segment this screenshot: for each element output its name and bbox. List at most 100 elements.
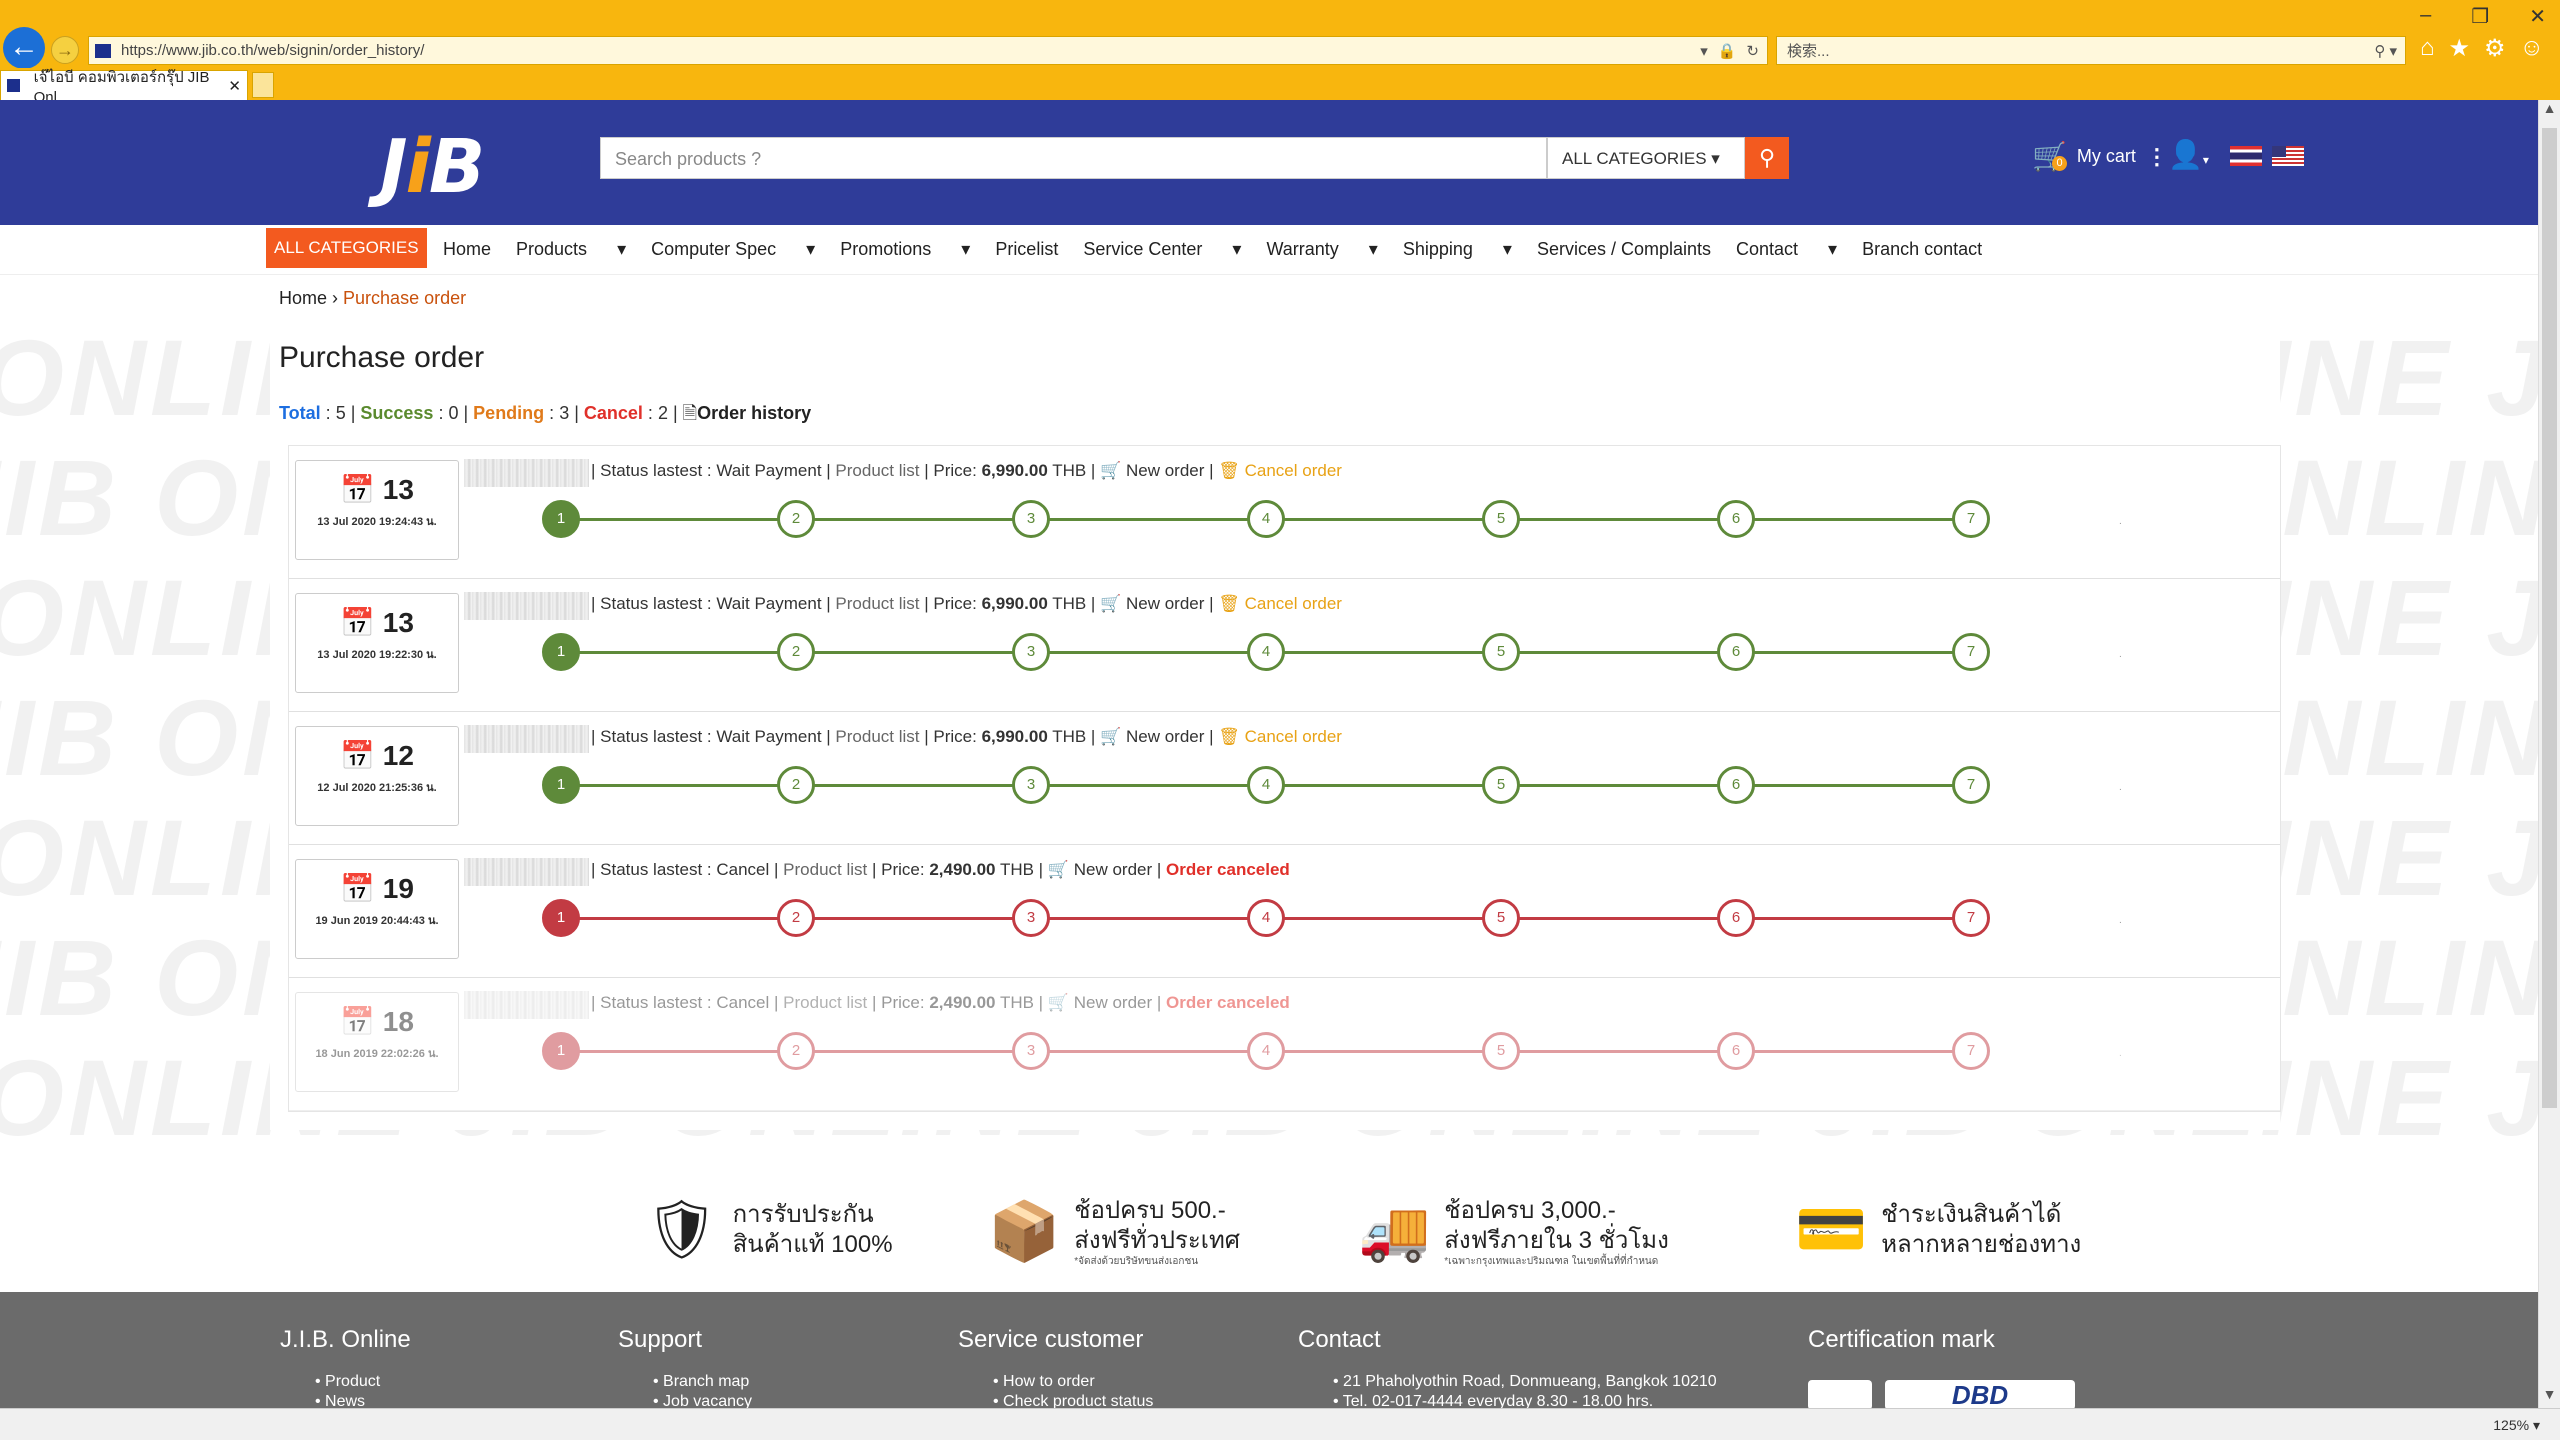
progress-step: 6: [1717, 766, 1755, 804]
cart-link[interactable]: 🛒 0 My cart ⋮: [2032, 140, 2168, 173]
progress-step: 7: [1952, 899, 1990, 937]
product-list-link[interactable]: Product list: [835, 461, 920, 480]
order-price: 6,990.00: [981, 594, 1048, 613]
scroll-down-icon[interactable]: ▼: [2542, 1386, 2557, 1402]
new-order-button[interactable]: 🛒 New order: [1047, 860, 1153, 879]
nav-contact[interactable]: Contact ▾: [1736, 239, 1838, 259]
restore-icon[interactable]: ❐: [2471, 6, 2490, 28]
back-button[interactable]: ←: [3, 27, 45, 69]
product-list-link[interactable]: Product list: [783, 993, 868, 1012]
browser-tab[interactable]: เจ๊ไอบี คอมพิวเตอร์กรุ๊ป JIB Onl... ✕: [0, 69, 248, 106]
order-date: 📅 13 13 Jul 2020 19:24:43 น.: [295, 460, 459, 560]
breadcrumb-home[interactable]: Home: [279, 288, 328, 308]
cart-icon: 🛒: [1100, 594, 1122, 613]
product-list-link[interactable]: Product list: [835, 727, 920, 746]
order-history-link[interactable]: Order history: [697, 403, 812, 423]
search-input[interactable]: Search products ?: [600, 137, 1547, 179]
footer-col-jib: J.I.B. Online ProductNews: [280, 1326, 411, 1412]
new-order-button[interactable]: 🛒 New order: [1100, 461, 1205, 480]
progress-step: 7: [1952, 766, 1990, 804]
browser-search[interactable]: 検索... ⚲ ▾: [1776, 36, 2406, 65]
order-row: 📅 13 13 Jul 2020 19:24:43 น. | Status la…: [289, 446, 2280, 579]
window-controls: – ❐ ✕: [2420, 4, 2546, 29]
order-datetime: 12 Jul 2020 21:25:36 น.: [317, 782, 437, 794]
nav-computer-spec[interactable]: Computer Spec ▾: [651, 239, 816, 259]
page-scrollbar[interactable]: ▲ ▼: [2538, 100, 2560, 1408]
box-icon: 📦: [988, 1199, 1061, 1264]
order-status: Status lastest : Cancel: [600, 860, 770, 879]
footer-link[interactable]: Check product status: [993, 1392, 1153, 1412]
nav-promotions[interactable]: Promotions ▾: [840, 239, 971, 259]
trash-icon: 🗑: [1218, 727, 1240, 746]
footer-link[interactable]: Branch map: [653, 1372, 752, 1392]
order-progress: 1 2 3 4 5 6 7: [542, 633, 1990, 671]
new-order-button[interactable]: 🛒 New order: [1047, 993, 1153, 1012]
cert-badge[interactable]: [1808, 1380, 1872, 1410]
search-icon[interactable]: ⚲ ▾: [2374, 42, 2397, 60]
footer-link[interactable]: News: [315, 1392, 411, 1412]
forward-button[interactable]: →: [51, 36, 79, 64]
order-date: 📅 19 19 Jun 2019 20:44:43 น.: [295, 859, 459, 959]
minimize-icon[interactable]: –: [2420, 4, 2432, 26]
order-day: 18: [382, 1006, 414, 1037]
all-categories-button[interactable]: ALL CATEGORIES: [266, 228, 427, 268]
thai-flag-icon[interactable]: [2230, 146, 2262, 166]
close-icon[interactable]: ✕: [2529, 6, 2546, 28]
order-number-redacted: [464, 725, 589, 753]
address-bar[interactable]: https://www.jib.co.th/web/signin/order_h…: [88, 36, 1768, 65]
calendar-icon: 📅: [340, 873, 375, 904]
order-price: 6,990.00: [981, 461, 1048, 480]
order-date: 📅 12 12 Jul 2020 21:25:36 น.: [295, 726, 459, 826]
product-list-link[interactable]: Product list: [783, 860, 868, 879]
order-progress: 1 2 3 4 5 6 7: [542, 766, 1990, 804]
progress-step: 1: [542, 899, 580, 937]
footer-link[interactable]: How to order: [993, 1372, 1153, 1392]
progress-step: 5: [1482, 1032, 1520, 1070]
cancel-order-button[interactable]: 🗑 Cancel order: [1218, 594, 1342, 613]
category-select[interactable]: ALL CATEGORIES ▾: [1547, 137, 1745, 179]
nav-service-center[interactable]: Service Center ▾: [1083, 239, 1242, 259]
order-date: 📅 18 18 Jun 2019 22:02:26 น.: [295, 992, 459, 1092]
footer-link[interactable]: Job vacancy: [653, 1392, 752, 1412]
tab-favicon: [7, 79, 20, 92]
tab-close-icon[interactable]: ✕: [228, 77, 241, 95]
cancel-order-button[interactable]: 🗑 Cancel order: [1218, 727, 1342, 746]
scroll-up-icon[interactable]: ▲: [2542, 100, 2557, 116]
progress-step: 7: [1952, 633, 1990, 671]
nav-shipping[interactable]: Shipping ▾: [1402, 239, 1512, 259]
home-icon[interactable]: ⌂: [2420, 34, 2435, 61]
refresh-icon[interactable]: ↻: [1746, 42, 1759, 60]
nav-warranty[interactable]: Warranty ▾: [1266, 239, 1378, 259]
nav-products[interactable]: Products ▾: [516, 239, 627, 259]
star-icon[interactable]: ★: [2448, 35, 2471, 62]
kebab-menu-icon[interactable]: ⋮: [2145, 143, 2168, 169]
scroll-thumb[interactable]: [2542, 128, 2557, 1108]
nav-services-complaints[interactable]: Services / Complaints: [1536, 239, 1711, 259]
zoom-level[interactable]: 125% ▾: [2493, 1417, 2540, 1433]
progress-step: 1: [542, 500, 580, 538]
nav-pricelist[interactable]: Pricelist: [995, 239, 1059, 259]
new-order-button[interactable]: 🛒 New order: [1100, 727, 1205, 746]
us-flag-icon[interactable]: [2272, 146, 2304, 166]
dbd-badge[interactable]: DBD: [1885, 1380, 2075, 1410]
nav-branch-contact[interactable]: Branch contact: [1862, 239, 1983, 259]
status-bar: 125% ▾: [0, 1408, 2560, 1440]
progress-step: 5: [1482, 899, 1520, 937]
order-price: 2,490.00: [929, 993, 996, 1012]
new-order-button[interactable]: 🛒 New order: [1100, 594, 1205, 613]
user-menu[interactable]: 👤▾: [2168, 138, 2209, 171]
footer-phone: Tel. 02-017-4444 everyday 8.30 - 18.00 h…: [1333, 1392, 1717, 1412]
progress-step: 6: [1717, 1032, 1755, 1070]
cancel-order-button[interactable]: 🗑 Cancel order: [1218, 461, 1342, 480]
smiley-icon[interactable]: ☺: [2519, 34, 2545, 61]
dropdown-icon[interactable]: ▾: [1700, 42, 1708, 60]
product-list-link[interactable]: Product list: [835, 594, 920, 613]
footer-link[interactable]: Product: [315, 1372, 411, 1392]
gear-icon[interactable]: ⚙: [2484, 35, 2506, 62]
search-button[interactable]: ⚲: [1745, 137, 1789, 179]
nav-home[interactable]: Home: [443, 239, 492, 259]
document-icon: 🗎: [682, 403, 698, 423]
progress-step: 4: [1247, 1032, 1285, 1070]
new-tab-button[interactable]: [252, 72, 274, 98]
jib-logo[interactable]: JiB: [380, 124, 485, 210]
